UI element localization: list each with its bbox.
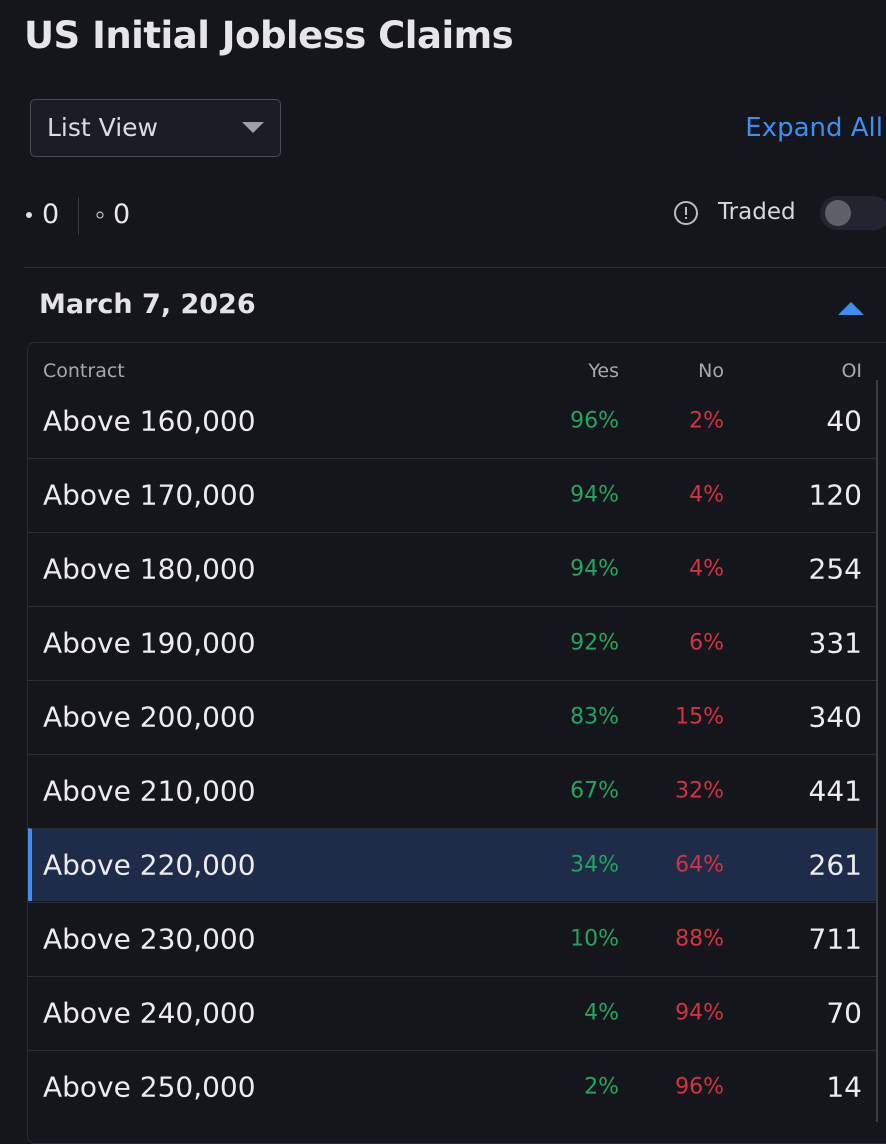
scrollbar (876, 380, 878, 1122)
contract: Above 220,000 (43, 848, 256, 882)
no-price: 32% (675, 778, 724, 804)
contract: Above 160,000 (43, 404, 256, 437)
yes-price: 83% (570, 704, 619, 730)
contract: Above 180,000 (43, 552, 256, 586)
no-price: 6% (689, 630, 724, 656)
no-price: 88% (675, 926, 724, 952)
hollow-count: 0 (113, 199, 131, 230)
open-interest: 331 (808, 626, 862, 660)
column-header: Contract (43, 360, 125, 382)
dropdown-caret (242, 122, 264, 133)
contract-row[interactable]: Above 250,000 2% 96% 14 (28, 1050, 878, 1122)
filled-dot (26, 212, 32, 218)
open-interest: 254 (808, 552, 862, 586)
expand-all[interactable]: Expand All (745, 113, 883, 143)
contract-row[interactable]: Above 180,000 94% 4% 254 (28, 532, 878, 605)
divider (24, 267, 886, 268)
traded-label: Traded (718, 199, 796, 225)
contract-row[interactable]: Above 170,000 94% 4% 120 (28, 458, 878, 531)
no-price: 15% (675, 704, 724, 730)
traded-toggle[interactable] (818, 194, 886, 232)
open-interest: 711 (808, 922, 862, 956)
contract: Above 200,000 (43, 700, 256, 734)
yes-price: 2% (584, 1074, 619, 1100)
yes-price: 4% (584, 1000, 619, 1026)
yes-price: 67% (570, 778, 619, 804)
contract-row[interactable]: Above 210,000 67% 32% 441 (28, 754, 878, 827)
open-interest: 120 (808, 478, 862, 512)
open-interest: 40 (826, 404, 862, 437)
contract-row[interactable]: Above 240,000 4% 94% 70 (28, 976, 878, 1049)
column-header: Yes (588, 360, 619, 382)
section-date: March 7, 2026 (39, 289, 256, 320)
open-interest: 261 (808, 848, 862, 882)
filled-count: 0 (42, 199, 60, 230)
collapse-caret[interactable] (838, 300, 864, 316)
yes-price: 96% (570, 408, 619, 433)
contract: Above 240,000 (43, 996, 256, 1030)
column-header: OI (841, 360, 862, 382)
contract-row[interactable]: Above 200,000 83% 15% 340 (28, 680, 878, 753)
contract: Above 250,000 (43, 1070, 256, 1104)
contract-row[interactable]: Above 220,000 34% 64% 261 (28, 828, 878, 901)
contract: Above 210,000 (43, 774, 256, 808)
view-label: List View (47, 113, 158, 142)
no-price: 2% (689, 408, 724, 433)
yes-price: 92% (570, 630, 619, 656)
no-price: 4% (689, 556, 724, 582)
contract: Above 190,000 (43, 626, 256, 660)
yes-price: 10% (570, 926, 619, 952)
open-interest: 14 (826, 1070, 862, 1104)
contract: Above 230,000 (43, 922, 256, 956)
contract-row[interactable]: Above 190,000 92% 6% 331 (28, 606, 878, 679)
yes-price: 34% (570, 852, 619, 878)
contract-row[interactable]: Above 160,000 96% 2% 40 (28, 398, 878, 457)
open-interest: 70 (826, 996, 862, 1030)
title: US Initial Jobless Claims (24, 14, 514, 57)
no-price: 64% (675, 852, 724, 878)
no-price: 96% (675, 1074, 724, 1100)
column-header: No (698, 360, 724, 382)
info-icon[interactable] (673, 200, 699, 226)
yes-price: 94% (570, 482, 619, 508)
table-body: Above 160,000 96% 2% 40 Above 170,000 94% 4% 12… (28, 398, 878, 1122)
no-price: 94% (675, 1000, 724, 1026)
view-dropdown[interactable]: List View (30, 99, 281, 157)
hollow-dot (96, 211, 104, 219)
no-price: 4% (689, 482, 724, 508)
open-interest: 441 (808, 774, 862, 808)
yes-price: 94% (570, 556, 619, 582)
open-interest: 340 (808, 700, 862, 734)
separator (78, 197, 79, 235)
contract: Above 170,000 (43, 478, 256, 512)
contract-row[interactable]: Above 230,000 10% 88% 711 (28, 902, 878, 975)
